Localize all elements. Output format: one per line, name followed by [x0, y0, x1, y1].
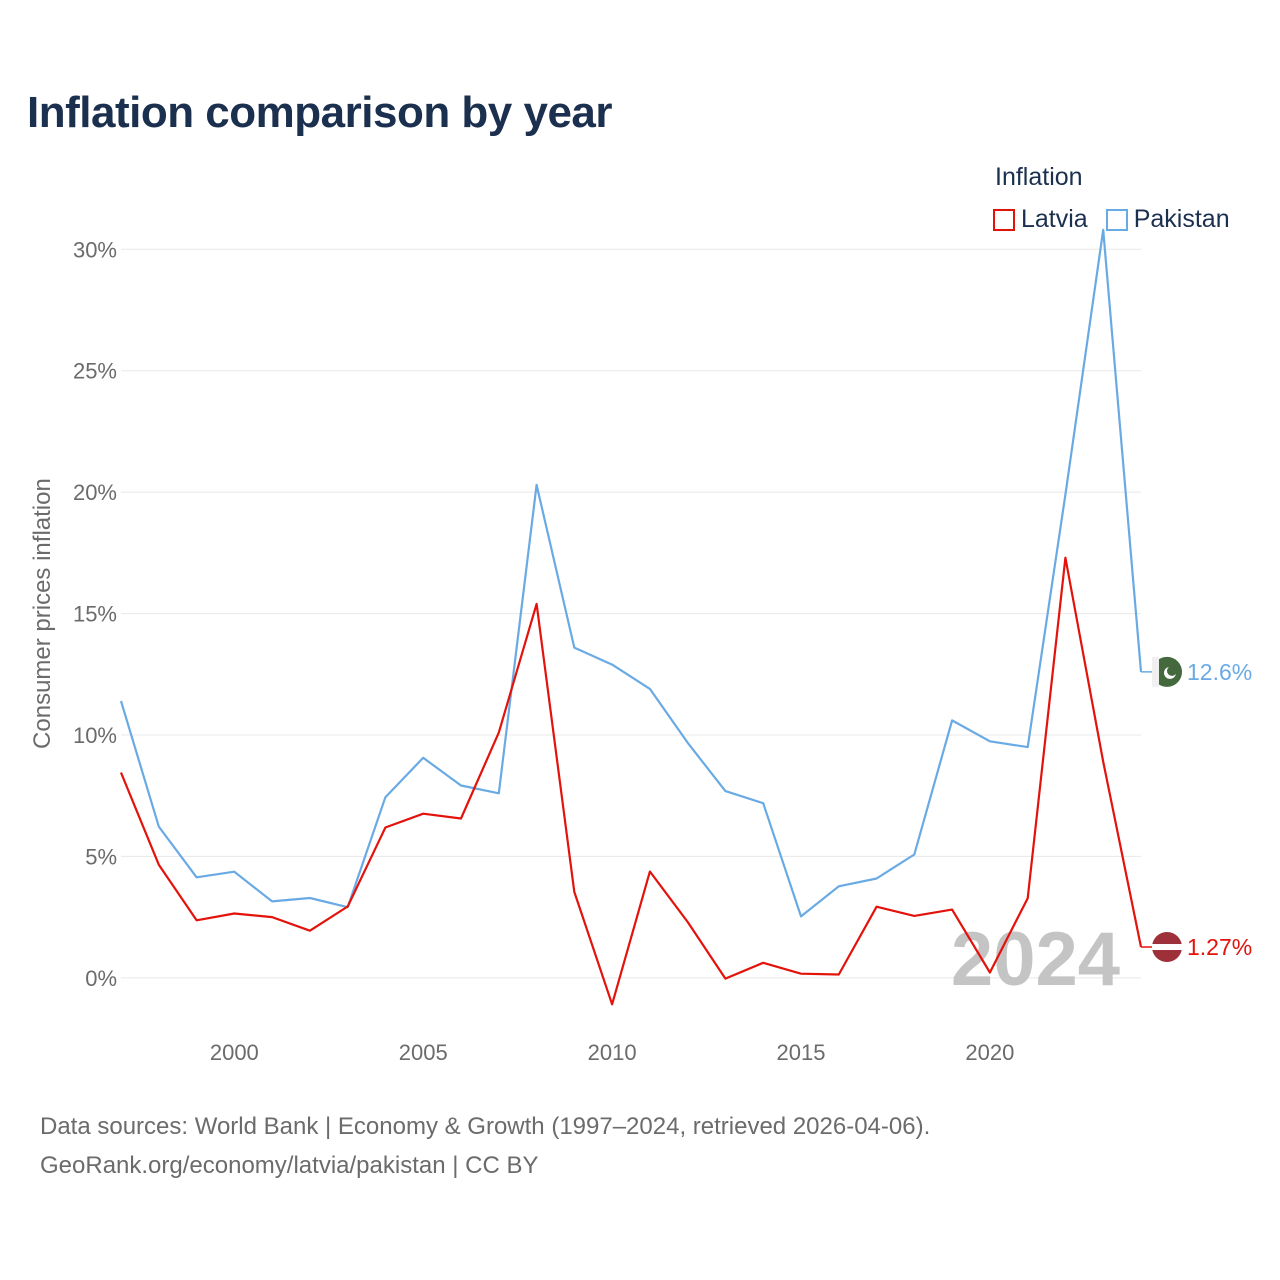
y-tick-label: 0% [85, 966, 117, 991]
chart-plot: 0% 5% 10% 15% 20% 25% 30% 2000 2005 2010 2015 2020 C… [29, 228, 1252, 1065]
legend-label-latvia: Latvia [1021, 205, 1088, 233]
latvia-flag [1152, 932, 1182, 963]
legend: Latvia Pakistan [993, 205, 1230, 234]
footer: Data sources: World Bank | Economy & Gro… [40, 1107, 930, 1185]
footer-attribution: GeoRank.org/economy/latvia/pakistan | CC… [40, 1152, 539, 1179]
legend-title: Inflation [995, 163, 1083, 191]
legend-item-pakistan[interactable]: Pakistan [1105, 205, 1230, 234]
y-tick-label: 20% [73, 480, 117, 505]
y-tick-label: 25% [73, 359, 117, 384]
x-tick-label: 2010 [588, 1040, 637, 1065]
pakistan-flag [1152, 656, 1182, 687]
legend-item-latvia[interactable]: Latvia [993, 205, 1088, 234]
chart-title: Inflation comparison by year [27, 88, 613, 137]
y-tick-label: 5% [85, 844, 117, 869]
legend-swatch-pakistan [1105, 208, 1128, 231]
y-tick-label: 30% [73, 237, 117, 262]
end-value-label-latvia: 1.27% [1187, 934, 1252, 960]
legend-swatch-latvia [993, 208, 1015, 231]
footer-sources: Data sources: World Bank | Economy & Gro… [40, 1113, 931, 1140]
x-tick-label: 2020 [965, 1040, 1014, 1065]
series-line-latvia [119, 556, 1143, 1006]
x-tick-label: 2000 [210, 1040, 259, 1065]
end-value-label-pakistan: 12.6% [1187, 659, 1252, 685]
x-tick-label: 2005 [399, 1040, 448, 1065]
legend-label-pakistan: Pakistan [1133, 205, 1230, 233]
x-tick-label: 2015 [777, 1040, 826, 1065]
series-line-pakistan [119, 228, 1143, 918]
y-axis-label: Consumer prices inflation [29, 478, 56, 749]
y-tick-label: 10% [73, 723, 117, 748]
year-watermark: 2024 [951, 917, 1120, 1002]
y-tick-label: 15% [73, 602, 117, 627]
